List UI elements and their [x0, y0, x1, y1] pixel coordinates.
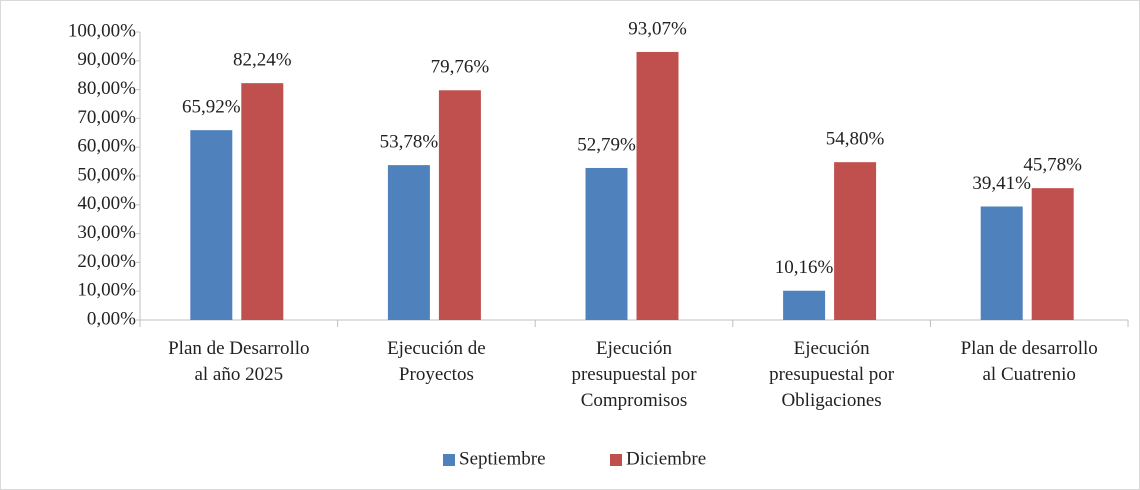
bar	[1031, 188, 1074, 320]
x-tick-label-line: Plan de desarrollo	[961, 338, 1098, 359]
x-tick-label-line: Plan de Desarrollo	[168, 338, 309, 359]
value-label: 53,78%	[380, 131, 439, 152]
y-tick-label: 100,00%	[68, 20, 136, 41]
value-label: 93,07%	[628, 18, 687, 39]
y-tick-label: 50,00%	[77, 164, 136, 185]
x-tick-label-line: Proyectos	[399, 364, 474, 385]
value-label: 79,76%	[431, 57, 490, 78]
value-label: 10,16%	[775, 257, 834, 278]
x-tick-label: Plan de desarrollo al Cuatrenio	[961, 338, 1098, 385]
y-tick-label: 20,00%	[77, 251, 136, 272]
x-tick-label-line: al año 2025	[194, 364, 283, 385]
x-tick-label: Ejecución de Proyectos	[387, 338, 486, 385]
value-label: 45,78%	[1023, 155, 1082, 176]
x-tick-label-line: presupuestal por	[769, 364, 895, 385]
legend-label: Diciembre	[626, 448, 706, 469]
y-tick-label: 0,00%	[87, 308, 136, 329]
x-tick-label: Ejecución presupuestal por Compromisos	[571, 338, 697, 411]
bar	[980, 206, 1023, 320]
y-tick-label: 30,00%	[77, 222, 136, 243]
y-tick-label: 60,00%	[77, 136, 136, 157]
bar	[783, 290, 826, 320]
x-tick-label-line: Ejecución	[596, 338, 672, 359]
x-tick-label-line: presupuestal por	[571, 364, 697, 385]
legend-label: Septiembre	[459, 448, 546, 469]
y-tick-label: 90,00%	[77, 49, 136, 70]
value-label: 39,41%	[972, 173, 1031, 194]
value-label: 82,24%	[233, 50, 292, 71]
y-tick-label: 10,00%	[77, 280, 136, 301]
bar	[438, 90, 481, 320]
bar	[387, 165, 430, 320]
legend-swatch	[610, 454, 622, 466]
y-tick-label: 40,00%	[77, 193, 136, 214]
y-tick-label: 80,00%	[77, 78, 136, 99]
value-label: 65,92%	[182, 97, 241, 118]
bar	[585, 167, 628, 320]
x-tick-label-line: Compromisos	[581, 390, 688, 411]
x-tick-label-line: al Cuatrenio	[983, 364, 1076, 385]
x-tick-label: Plan de Desarrollo al año 2025	[168, 338, 309, 385]
bar	[241, 83, 284, 320]
x-tick-label-line: Obligaciones	[781, 390, 881, 411]
value-label: 54,80%	[826, 129, 885, 150]
bar	[636, 51, 679, 320]
x-tick-label: Ejecución presupuestal por Obligaciones	[769, 338, 895, 411]
bar	[190, 130, 233, 320]
legend-swatch	[443, 454, 455, 466]
x-tick-label-line: Ejecución	[794, 338, 870, 359]
y-tick-label: 70,00%	[77, 107, 136, 128]
x-tick-label-line: Ejecución de	[387, 338, 486, 359]
value-label: 52,79%	[577, 134, 636, 155]
bar	[834, 162, 877, 320]
